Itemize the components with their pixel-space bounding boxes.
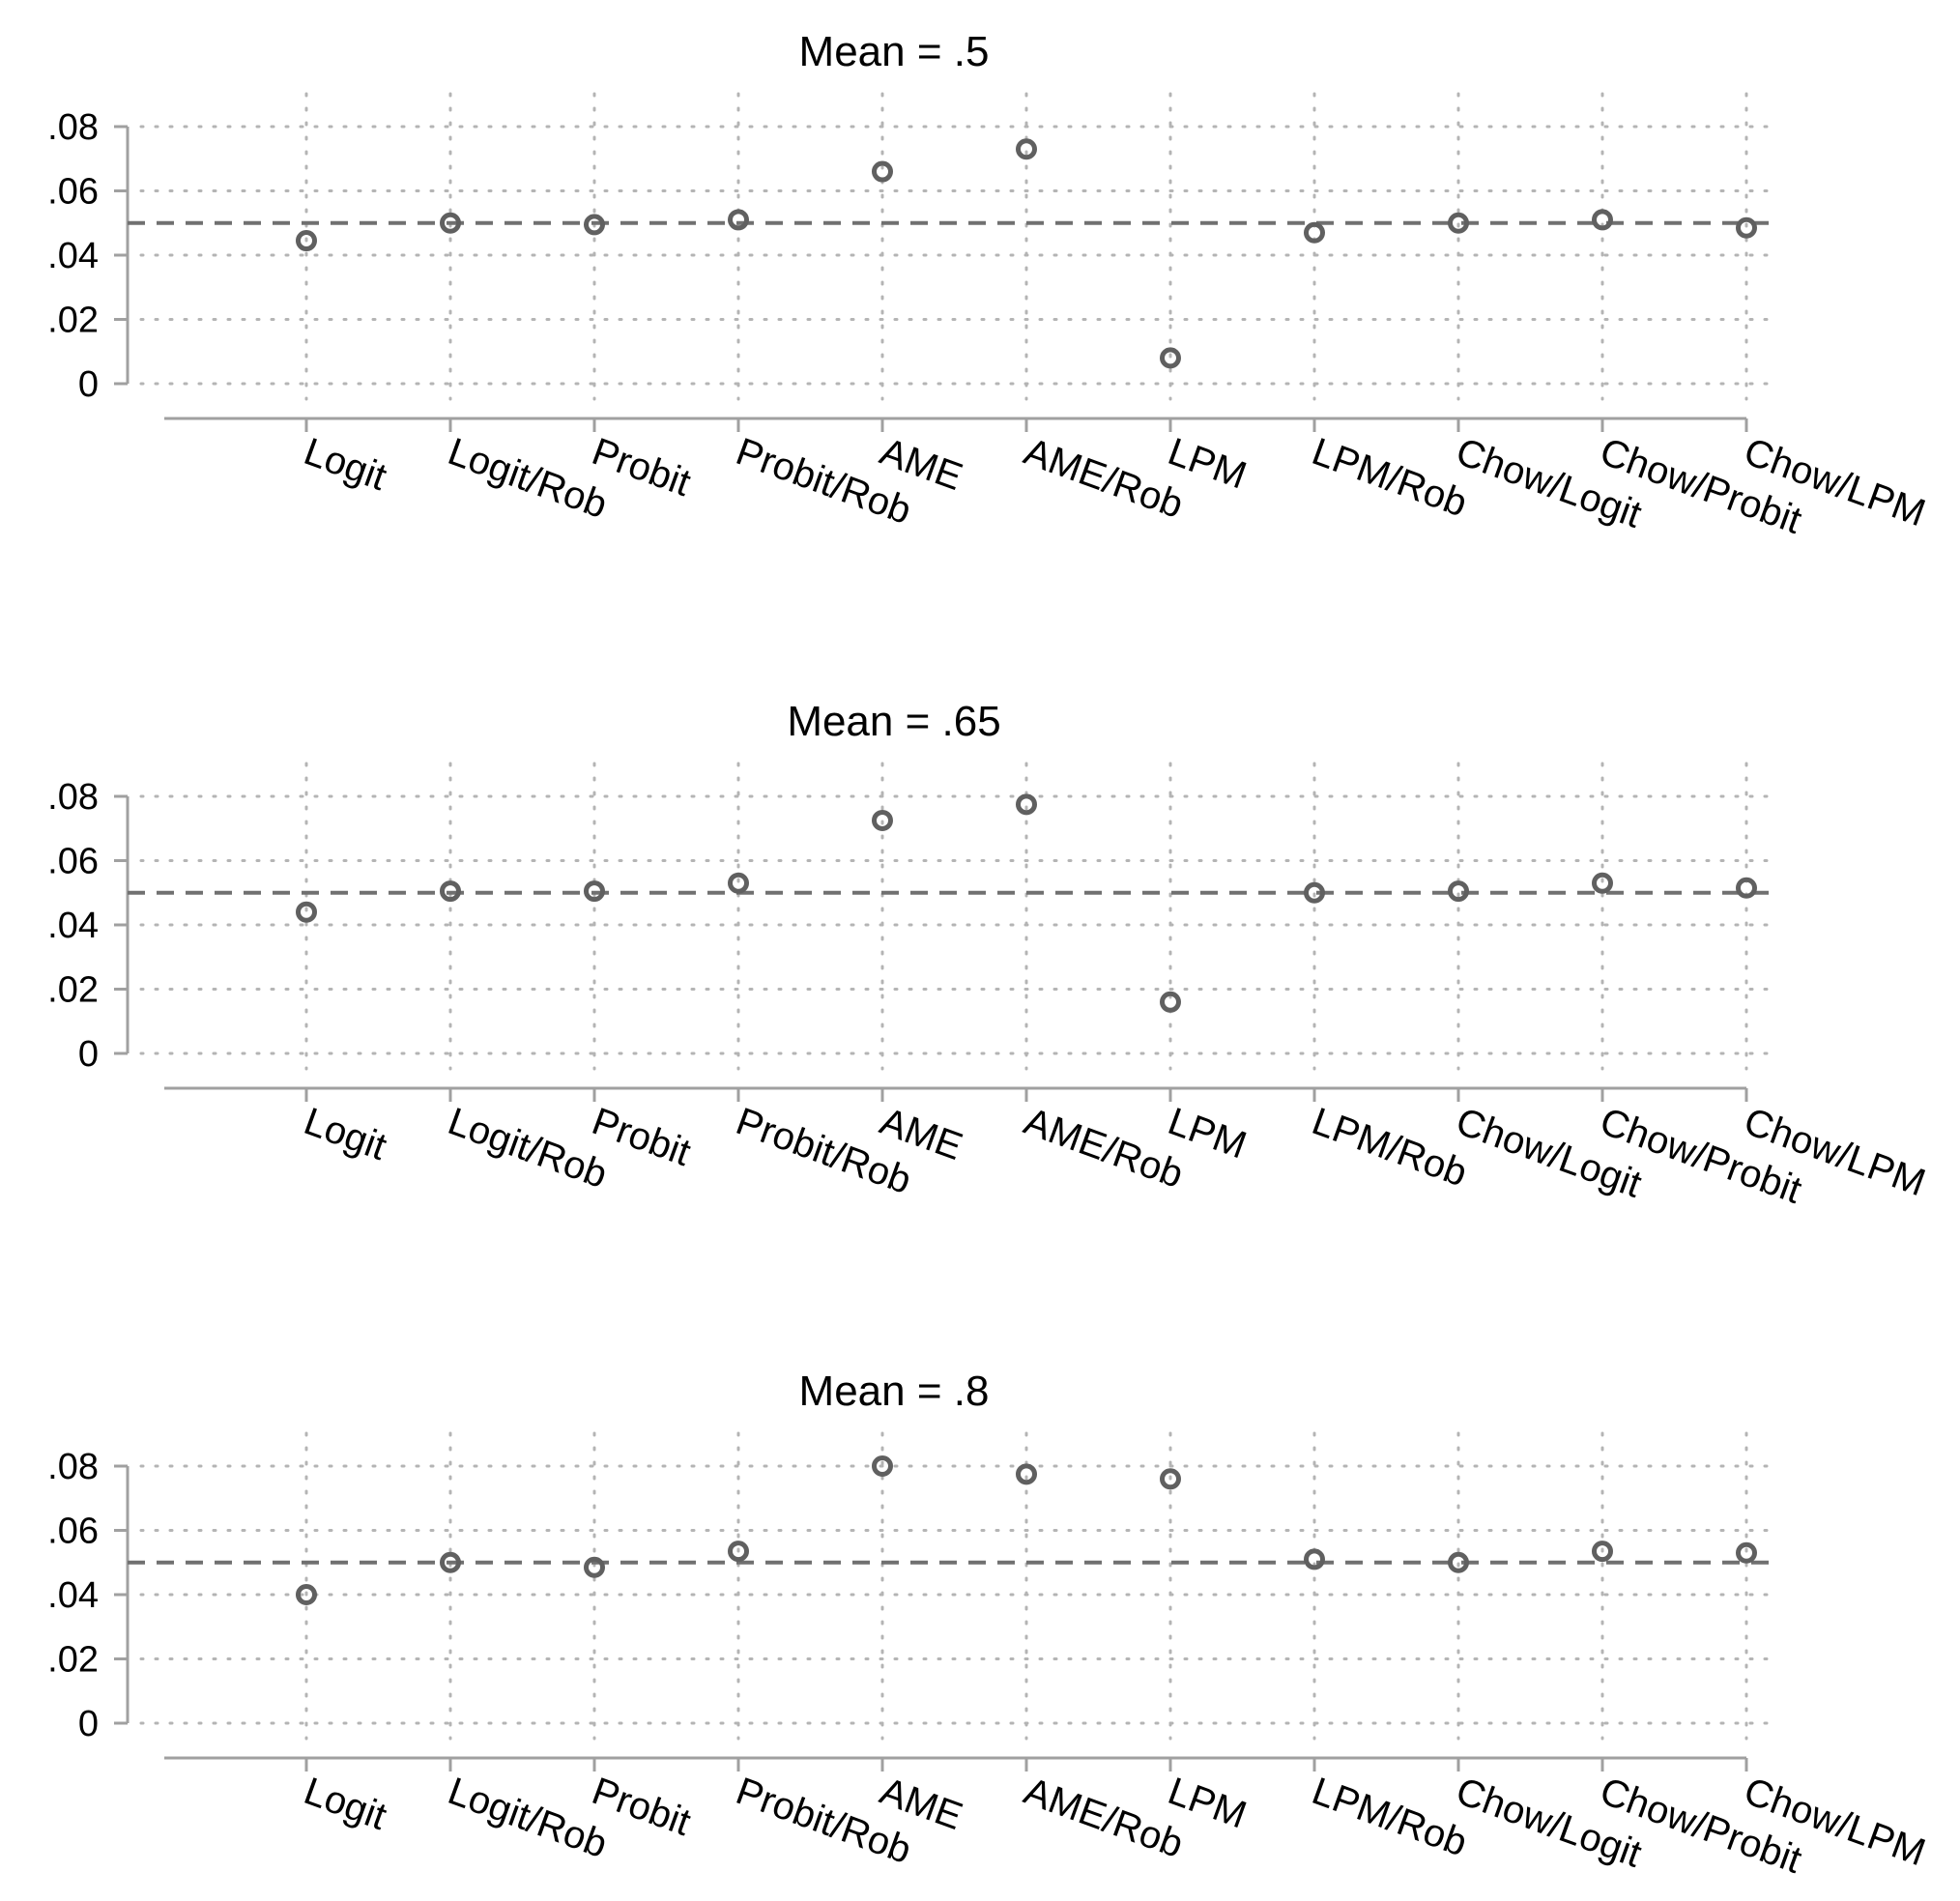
y-tick-label: .04 <box>47 1575 99 1616</box>
data-point <box>728 209 749 231</box>
y-tick-label: .08 <box>47 777 99 818</box>
data-point <box>1592 872 1613 894</box>
data-point <box>1448 1551 1469 1573</box>
data-point <box>440 1551 461 1573</box>
panel-title: Mean = .8 <box>799 1368 990 1415</box>
data-point <box>1160 347 1181 369</box>
data-point <box>1736 1541 1757 1564</box>
data-point <box>872 809 893 831</box>
data-point <box>1448 212 1469 234</box>
data-point <box>296 230 317 252</box>
data-point <box>872 160 893 183</box>
panel-title: Mean = .5 <box>799 28 990 75</box>
x-tick-label: Logit <box>299 430 392 499</box>
panel-title: Mean = .65 <box>787 698 1000 745</box>
data-point <box>728 872 749 894</box>
x-tick-label: AME/Rob <box>1019 430 1189 527</box>
data-point <box>296 1584 317 1605</box>
x-tick-label: Logit <box>299 1770 392 1838</box>
data-point <box>1448 880 1469 903</box>
x-tick-label: Logit/Rob <box>443 1770 613 1866</box>
data-point <box>584 880 605 903</box>
y-tick-label: .04 <box>47 906 99 946</box>
y-tick-label: 0 <box>78 1704 99 1744</box>
y-tick-label: .02 <box>47 301 99 341</box>
y-tick-label: .08 <box>47 1447 99 1487</box>
y-tick-label: .02 <box>47 1640 99 1681</box>
y-tick-label: .06 <box>47 842 99 882</box>
x-tick-label: Logit/Rob <box>443 430 613 527</box>
data-point <box>1304 1548 1325 1570</box>
x-tick-label: Logit <box>299 1100 392 1168</box>
y-tick-label: .08 <box>47 107 99 148</box>
y-tick-label: .06 <box>47 1512 99 1552</box>
x-tick-label: LPM/Rob <box>1307 1100 1473 1195</box>
data-point <box>1160 991 1181 1013</box>
data-point <box>1304 221 1325 244</box>
data-point <box>1736 216 1757 239</box>
x-tick-label: LPM/Rob <box>1307 1770 1473 1864</box>
data-point <box>1016 138 1037 160</box>
data-point <box>1016 793 1037 816</box>
data-point <box>1736 877 1757 899</box>
data-point <box>440 212 461 234</box>
y-tick-label: .02 <box>47 970 99 1011</box>
y-tick-label: 0 <box>78 364 99 405</box>
data-point <box>1160 1468 1181 1490</box>
x-tick-label: LPM/Rob <box>1307 430 1473 525</box>
x-tick-label: Logit/Rob <box>443 1100 613 1196</box>
data-point <box>440 880 461 903</box>
y-tick-label: 0 <box>78 1034 99 1075</box>
data-point <box>1592 1541 1613 1563</box>
data-point <box>584 1556 605 1578</box>
data-point <box>584 214 605 236</box>
data-point <box>1304 881 1325 904</box>
y-tick-label: .04 <box>47 236 99 276</box>
y-tick-label: .06 <box>47 172 99 213</box>
x-tick-label: AME/Rob <box>1019 1100 1189 1196</box>
data-point <box>872 1455 893 1477</box>
data-point <box>1016 1463 1037 1485</box>
x-tick-label: AME/Rob <box>1019 1770 1189 1866</box>
data-point <box>1592 209 1613 231</box>
data-point <box>296 901 317 923</box>
data-point <box>728 1541 749 1563</box>
